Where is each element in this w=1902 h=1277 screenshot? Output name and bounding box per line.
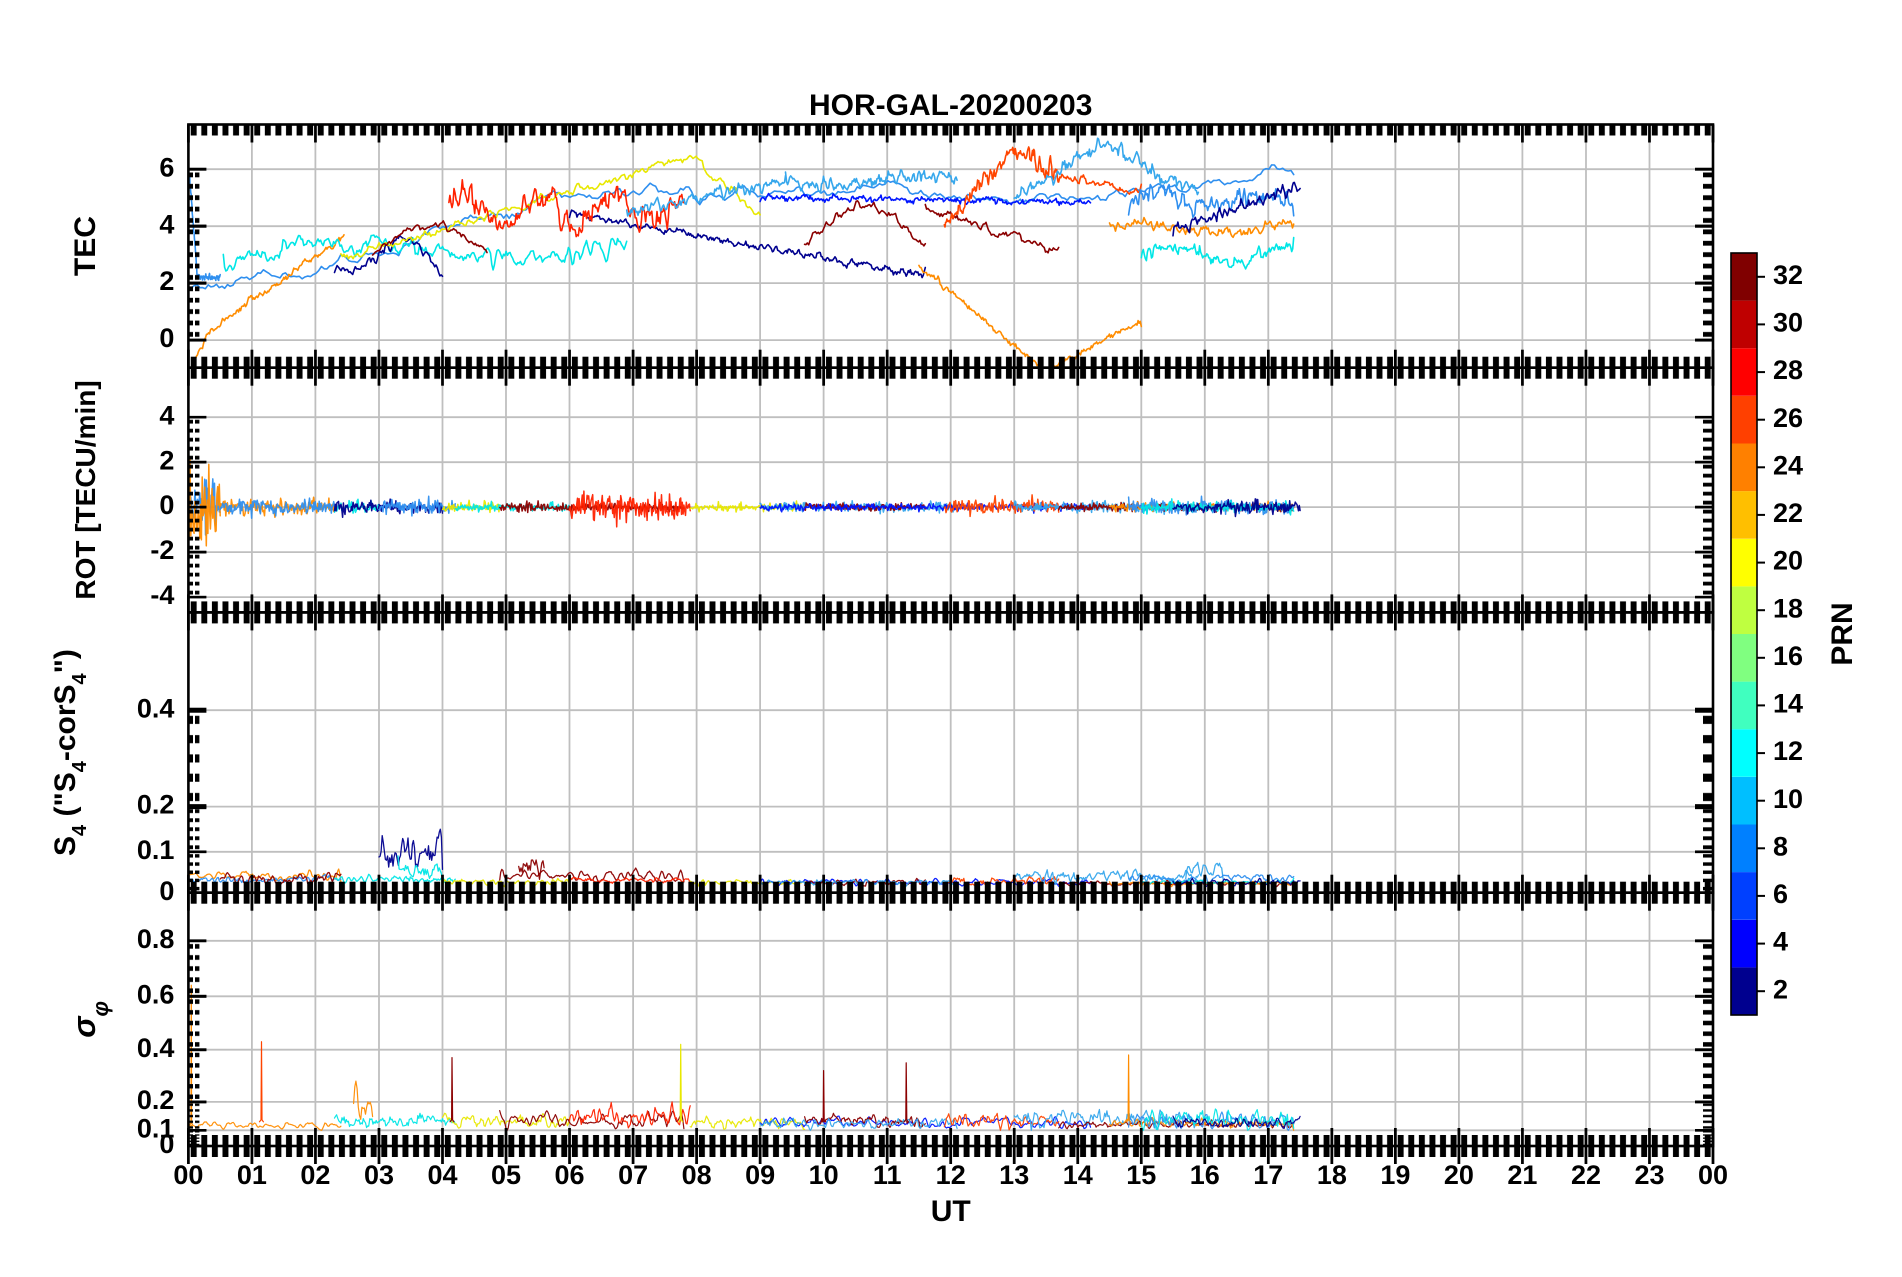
svg-text:05: 05 bbox=[491, 1160, 521, 1190]
svg-text:0: 0 bbox=[159, 490, 174, 520]
svg-text:03: 03 bbox=[364, 1160, 394, 1190]
svg-text:UT: UT bbox=[931, 1195, 971, 1228]
svg-text:15: 15 bbox=[1126, 1160, 1156, 1190]
svg-text:07: 07 bbox=[618, 1160, 648, 1190]
svg-text:24: 24 bbox=[1773, 450, 1803, 480]
svg-text:0.8: 0.8 bbox=[137, 924, 175, 954]
svg-text:09: 09 bbox=[745, 1160, 775, 1190]
svg-text:PRN: PRN bbox=[1826, 602, 1859, 665]
svg-text:0.2: 0.2 bbox=[137, 790, 175, 820]
svg-text:22: 22 bbox=[1571, 1160, 1601, 1190]
svg-text:0: 0 bbox=[159, 876, 174, 906]
svg-text:22: 22 bbox=[1773, 498, 1803, 528]
svg-text:28: 28 bbox=[1773, 355, 1803, 385]
svg-text:0.6: 0.6 bbox=[137, 979, 175, 1009]
svg-text:18: 18 bbox=[1317, 1160, 1347, 1190]
svg-text:17: 17 bbox=[1253, 1160, 1283, 1190]
svg-text:0.1: 0.1 bbox=[137, 835, 175, 865]
svg-text:30: 30 bbox=[1773, 308, 1803, 338]
svg-text:2: 2 bbox=[159, 445, 174, 475]
svg-text:0.2: 0.2 bbox=[137, 1085, 175, 1115]
svg-text:04: 04 bbox=[427, 1160, 457, 1190]
svg-text:19: 19 bbox=[1380, 1160, 1410, 1190]
svg-text:23: 23 bbox=[1634, 1160, 1664, 1190]
svg-text:0: 0 bbox=[159, 323, 174, 353]
svg-text:00: 00 bbox=[1698, 1160, 1728, 1190]
svg-text:02: 02 bbox=[300, 1160, 330, 1190]
svg-text:6: 6 bbox=[1773, 879, 1788, 909]
svg-text:18: 18 bbox=[1773, 593, 1803, 623]
svg-text:-4: -4 bbox=[150, 580, 174, 610]
svg-text:21: 21 bbox=[1507, 1160, 1537, 1190]
svg-text:11: 11 bbox=[873, 1160, 902, 1190]
svg-text:TEC: TEC bbox=[69, 216, 102, 276]
svg-text:26: 26 bbox=[1773, 403, 1803, 433]
svg-text:0.1: 0.1 bbox=[137, 1113, 175, 1143]
svg-text:-2: -2 bbox=[150, 535, 174, 565]
svg-text:06: 06 bbox=[554, 1160, 584, 1190]
svg-text:00: 00 bbox=[173, 1160, 203, 1190]
svg-text:14: 14 bbox=[1063, 1160, 1093, 1190]
svg-text:01: 01 bbox=[237, 1160, 267, 1190]
svg-text:2: 2 bbox=[159, 266, 174, 296]
svg-text:20: 20 bbox=[1773, 546, 1803, 576]
svg-text:32: 32 bbox=[1773, 260, 1803, 290]
svg-text:2: 2 bbox=[1773, 974, 1788, 1004]
svg-text:6: 6 bbox=[159, 152, 174, 182]
svg-text:16: 16 bbox=[1773, 641, 1803, 671]
svg-text:0.4: 0.4 bbox=[137, 1033, 175, 1063]
svg-text:10: 10 bbox=[1773, 784, 1803, 814]
svg-text:4: 4 bbox=[159, 400, 174, 430]
svg-text:16: 16 bbox=[1190, 1160, 1220, 1190]
svg-text:20: 20 bbox=[1444, 1160, 1474, 1190]
svg-text:8: 8 bbox=[1773, 831, 1788, 861]
svg-text:08: 08 bbox=[682, 1160, 712, 1190]
svg-text:10: 10 bbox=[809, 1160, 839, 1190]
svg-text:4: 4 bbox=[159, 209, 174, 239]
svg-text:ROT [TECU/min]: ROT [TECU/min] bbox=[70, 380, 101, 599]
svg-text:0.4: 0.4 bbox=[137, 693, 175, 723]
svg-text:4: 4 bbox=[1773, 927, 1788, 957]
svg-text:12: 12 bbox=[936, 1160, 966, 1190]
svg-text:13: 13 bbox=[999, 1160, 1029, 1190]
svg-text:12: 12 bbox=[1773, 736, 1803, 766]
svg-text:14: 14 bbox=[1773, 689, 1803, 719]
svg-text:HOR-GAL-20200203: HOR-GAL-20200203 bbox=[809, 89, 1092, 122]
